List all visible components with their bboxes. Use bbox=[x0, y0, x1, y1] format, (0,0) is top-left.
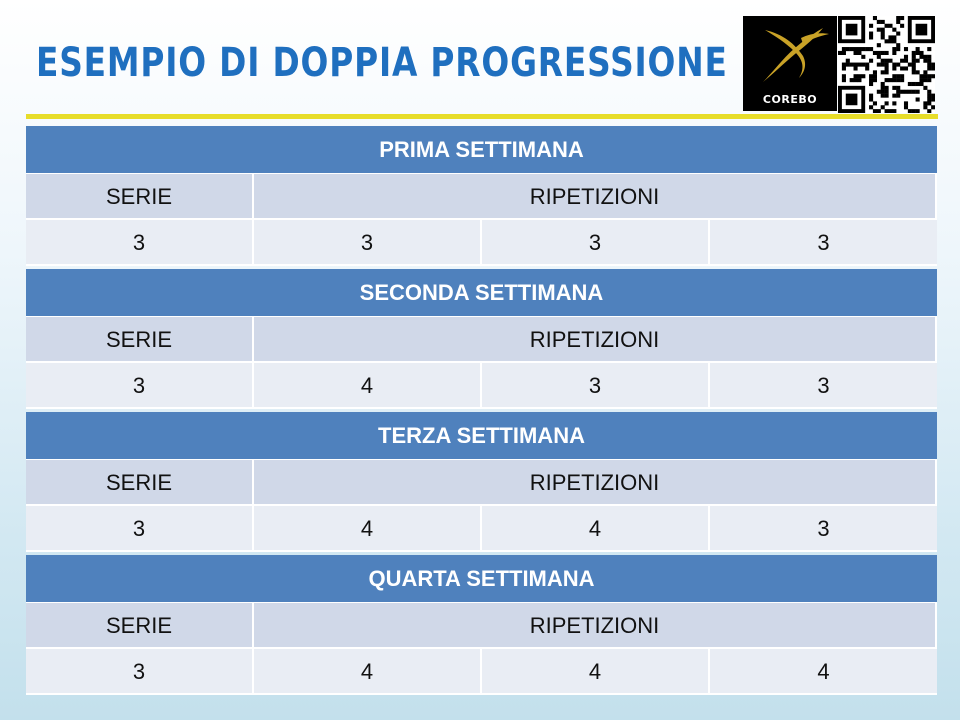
ripetizioni-label: RIPETIZIONI bbox=[254, 603, 937, 649]
qr-code bbox=[838, 16, 936, 114]
reps-value: 4 bbox=[482, 506, 710, 552]
week-table: QUARTA SETTIMANA SERIE RIPETIZIONI 3 4 4 4 bbox=[26, 555, 937, 695]
serie-value: 3 bbox=[26, 506, 254, 552]
ripetizioni-label: RIPETIZIONI bbox=[254, 174, 937, 220]
serie-value: 3 bbox=[26, 649, 254, 695]
reps-value: 4 bbox=[254, 649, 482, 695]
reps-value: 4 bbox=[482, 649, 710, 695]
week-header: TERZA SETTIMANA bbox=[26, 412, 937, 460]
week-table: SECONDA SETTIMANA SERIE RIPETIZIONI 3 4 3 3 bbox=[26, 269, 937, 409]
serie-value: 3 bbox=[26, 363, 254, 409]
reps-value: 4 bbox=[710, 649, 937, 695]
serie-label: SERIE bbox=[26, 460, 254, 506]
title-divider bbox=[26, 114, 938, 119]
reps-value: 3 bbox=[254, 220, 482, 266]
week-header: SECONDA SETTIMANA bbox=[26, 269, 937, 317]
week-header: PRIMA SETTIMANA bbox=[26, 126, 937, 174]
serie-label: SERIE bbox=[26, 317, 254, 363]
swoosh-icon bbox=[763, 28, 829, 82]
reps-value: 3 bbox=[482, 363, 710, 409]
page-title: ESEMPIO DI DOPPIA PROGRESSIONE bbox=[36, 40, 728, 86]
reps-value: 3 bbox=[482, 220, 710, 266]
ripetizioni-label: RIPETIZIONI bbox=[254, 460, 937, 506]
reps-value: 3 bbox=[710, 506, 937, 552]
corebo-logo: COREBO bbox=[743, 16, 837, 111]
qr-code-icon bbox=[838, 16, 936, 114]
reps-value: 3 bbox=[710, 220, 937, 266]
ripetizioni-label: RIPETIZIONI bbox=[254, 317, 937, 363]
reps-value: 3 bbox=[710, 363, 937, 409]
serie-label: SERIE bbox=[26, 174, 254, 220]
week-table: TERZA SETTIMANA SERIE RIPETIZIONI 3 4 4 3 bbox=[26, 412, 937, 552]
serie-value: 3 bbox=[26, 220, 254, 266]
serie-label: SERIE bbox=[26, 603, 254, 649]
reps-value: 4 bbox=[254, 363, 482, 409]
week-header: QUARTA SETTIMANA bbox=[26, 555, 937, 603]
reps-value: 4 bbox=[254, 506, 482, 552]
week-table: PRIMA SETTIMANA SERIE RIPETIZIONI 3 3 3 3 bbox=[26, 126, 937, 266]
logo-text: COREBO bbox=[762, 93, 818, 106]
